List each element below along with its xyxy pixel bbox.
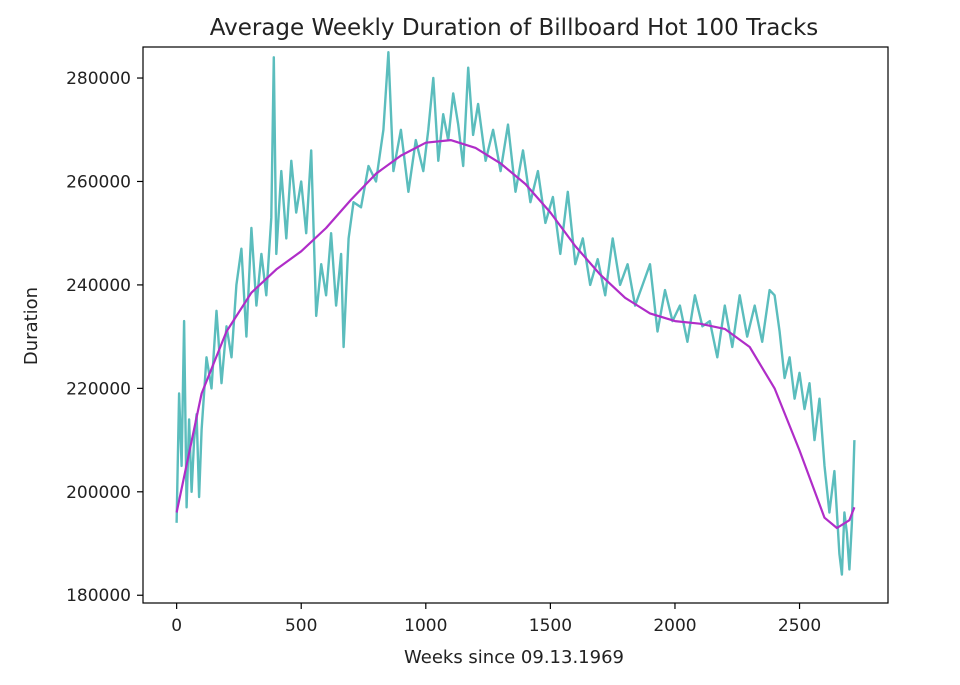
- x-tick-label: 1500: [529, 616, 572, 636]
- x-axis: 0 500 1000 1500 2000 2500: [171, 603, 821, 636]
- y-axis: 180000 200000 220000 240000 260000 280000: [66, 69, 143, 606]
- plot-frame: [142, 46, 889, 604]
- x-tick-label: 1000: [404, 616, 447, 636]
- x-axis-label: Weeks since 09.13.1969: [404, 647, 624, 668]
- chart-title: Average Weekly Duration of Billboard Hot…: [210, 15, 819, 41]
- x-tick-label: 500: [285, 616, 317, 636]
- y-tick-label: 240000: [66, 276, 131, 296]
- y-tick-label: 220000: [66, 379, 131, 399]
- y-tick-label: 200000: [66, 483, 131, 503]
- x-tick-label: 2000: [653, 616, 696, 636]
- x-tick-label: 2500: [778, 616, 821, 636]
- y-tick-label: 260000: [66, 172, 131, 192]
- x-tick-label: 0: [171, 616, 182, 636]
- y-tick-label: 180000: [66, 586, 131, 606]
- y-tick-label: 280000: [66, 69, 131, 89]
- plot-area: [175, 51, 856, 576]
- series-line-smooth: [175, 139, 856, 530]
- series-line-raw: [175, 51, 856, 576]
- y-axis-label: Duration: [21, 287, 42, 365]
